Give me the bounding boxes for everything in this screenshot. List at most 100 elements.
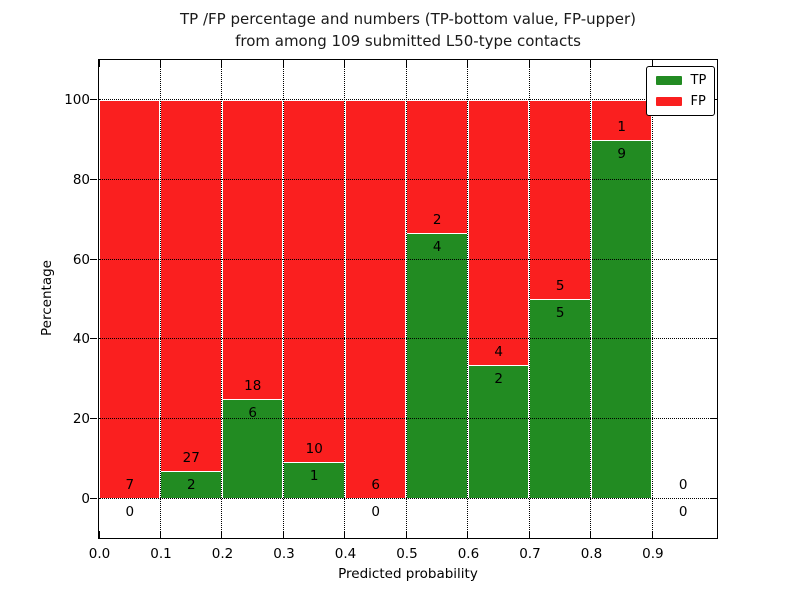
y-axis-label: Percentage [39, 260, 55, 336]
y-tick-mark-left [90, 179, 97, 180]
x-tick-mark-top [651, 60, 653, 67]
y-tick-label: 0 [81, 490, 90, 507]
legend-item-tp: TP [655, 73, 707, 88]
x-axis-label: Predicted probability [338, 566, 478, 582]
bar-segment-fp [467, 99, 530, 366]
bar-segment-fp [99, 99, 161, 499]
x-tick-mark-bottom [467, 531, 469, 538]
tp-count-label: 2 [186, 476, 196, 493]
bar-segment-tp [590, 139, 653, 499]
x-tick-label: 0.9 [642, 546, 664, 562]
fp-count-label: 27 [182, 449, 200, 466]
y-gridline [99, 497, 717, 499]
legend-label-tp: TP [690, 73, 707, 88]
chart-title-line1: TP /FP percentage and numbers (TP-bottom… [180, 10, 636, 28]
x-tick-mark-top [221, 60, 223, 67]
x-tick-mark-bottom [528, 531, 530, 538]
bar-segment-tp [529, 299, 591, 499]
y-tick-mark-right [710, 418, 717, 419]
tp-count-label: 0 [125, 504, 135, 521]
plot-area: TP FP 7 0 27 2 18 6 10 1 6 0 2 4 4 2 5 5 1 9 0 0 [90, 59, 718, 539]
bar-segment-tp [283, 461, 345, 499]
tp-count-label: 9 [617, 145, 626, 162]
x-tick-mark-top [282, 60, 284, 67]
fp-count-label: 2 [432, 211, 442, 228]
fp-count-label: 6 [371, 477, 380, 494]
y-tick-mark-left [90, 258, 97, 260]
x-tick-mark-top [344, 60, 346, 67]
x-tick-mark-top [405, 60, 407, 67]
x-gridline [221, 60, 223, 538]
y-gridline [99, 258, 717, 260]
y-tick-label: 40 [72, 331, 90, 348]
x-tick-mark-top [98, 60, 100, 67]
x-gridline [528, 60, 530, 538]
x-tick-mark-bottom [344, 531, 346, 538]
x-gridline [159, 60, 161, 538]
bar-segment-fp [160, 99, 222, 471]
y-tick-mark-left [90, 338, 97, 340]
fp-count-label: 5 [555, 278, 565, 294]
x-gridline [282, 60, 284, 538]
y-tick-mark-right [710, 338, 717, 340]
x-tick-label: 0.6 [457, 546, 480, 562]
tp-count-label: 0 [678, 504, 688, 521]
x-tick-label: 0.4 [334, 546, 357, 562]
y-tick-label: 100 [64, 92, 90, 109]
bar-segment-tp [160, 470, 222, 499]
x-tick-label: 0.3 [273, 546, 295, 562]
tp-count-label: 6 [248, 404, 258, 421]
bar-segment-fp [344, 99, 407, 499]
y-tick-label: 20 [72, 411, 90, 427]
bar-segment-fp [221, 99, 284, 399]
x-tick-mark-top [590, 60, 592, 67]
fp-count-label: 4 [494, 344, 503, 361]
chart-title: TP /FP percentage and numbers (TP-bottom… [99, 8, 717, 52]
tp-count-label: 1 [309, 467, 319, 484]
y-gridline [99, 418, 717, 419]
tp-count-label: 5 [555, 305, 565, 321]
x-tick-mark-bottom [221, 531, 223, 538]
tp-count-label: 0 [371, 504, 380, 521]
y-gridline [99, 338, 717, 340]
x-tick-label: 0.7 [519, 546, 541, 562]
x-gridline [590, 60, 592, 538]
bar-segment-fp [406, 99, 468, 233]
y-tick-mark-right [710, 497, 717, 499]
y-gridline [99, 99, 717, 101]
x-tick-mark-bottom [98, 531, 100, 538]
fp-count-label: 1 [617, 118, 626, 135]
y-tick-mark-left [90, 497, 97, 499]
x-tick-mark-bottom [159, 531, 161, 538]
fp-count-label: 7 [125, 477, 135, 494]
legend-label-fp: FP [690, 94, 706, 109]
y-tick-label: 80 [72, 172, 90, 188]
x-tick-label: 0.1 [150, 546, 172, 562]
x-gridline [467, 60, 469, 538]
x-tick-mark-bottom [590, 531, 592, 538]
fp-count-label: 0 [678, 477, 688, 494]
x-gridline [344, 60, 346, 538]
tp-count-label: 2 [494, 371, 503, 388]
y-tick-mark-left [90, 99, 97, 101]
bar-segment-tp [221, 398, 284, 499]
x-tick-label: 0.8 [580, 546, 603, 562]
x-tick-mark-top [159, 60, 161, 67]
legend: TP FP [645, 66, 715, 116]
x-tick-label: 0.0 [88, 546, 111, 562]
bar-segment-fp [529, 99, 591, 299]
x-tick-mark-top [528, 60, 530, 67]
fp-count-label: 18 [244, 377, 262, 394]
y-tick-mark-right [710, 258, 717, 260]
x-tick-mark-top [467, 60, 469, 67]
bar-segment-fp [283, 99, 345, 462]
x-tick-label: 0.2 [211, 546, 234, 562]
y-tick-mark-right [710, 179, 717, 180]
tp-count-label: 4 [432, 238, 442, 255]
x-tick-mark-bottom [282, 531, 284, 538]
tp-color-swatch [655, 76, 682, 85]
x-gridline [651, 60, 653, 538]
fp-color-swatch [655, 97, 682, 106]
fp-count-label: 10 [305, 440, 323, 457]
